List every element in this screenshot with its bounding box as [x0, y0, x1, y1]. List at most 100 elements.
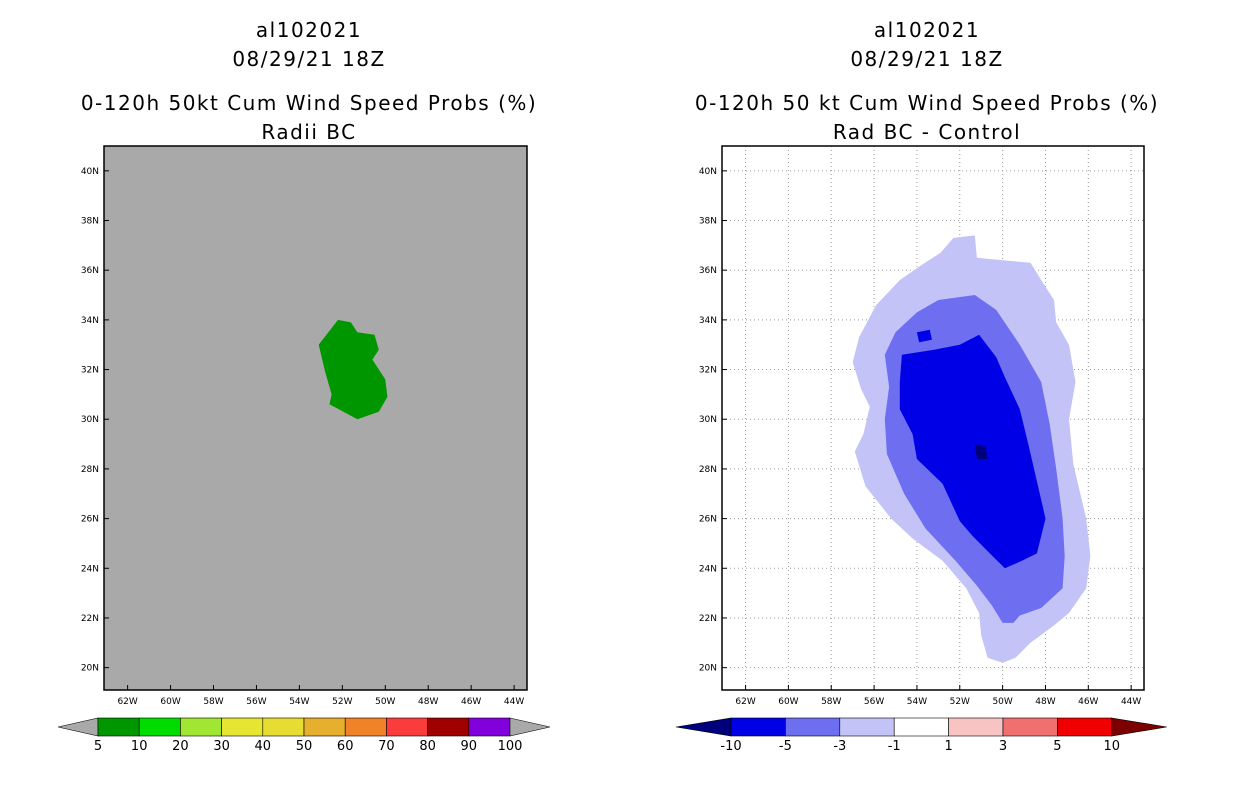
colorbar-swatch — [303, 717, 346, 737]
colorbar-swatch — [180, 717, 222, 737]
left-panel-title-block: al102021 08/29/21 18Z 0-120h 50kt Cum Wi… — [0, 16, 618, 147]
x-tick-label: 62W — [735, 697, 755, 707]
y-tick-label: 40N — [81, 167, 99, 177]
y-tick-label: 34N — [81, 316, 99, 326]
left-plot-frame — [103, 145, 528, 691]
x-tick-label: 58W — [821, 697, 841, 707]
colorbar-label: -5 — [779, 739, 792, 754]
colorbar-label: 5 — [1053, 739, 1061, 754]
contour-region — [318, 319, 388, 420]
colorbar-label: 1 — [944, 739, 952, 754]
x-tick-label: 56W — [246, 697, 266, 707]
x-tick-label: 62W — [117, 697, 137, 707]
left-colorbar: 5 10 20 30 40 50 60 70 80 90 100 — [57, 717, 551, 754]
colorbar-swatch — [427, 717, 470, 737]
right-panel-title-block: al102021 08/29/21 18Z 0-120h 50 kt Cum W… — [618, 16, 1236, 147]
colorbar-label: 60 — [337, 739, 354, 754]
colorbar-over-arrow — [509, 717, 551, 737]
contour-region — [899, 334, 1046, 569]
colorbar-swatch — [344, 717, 387, 737]
colorbar-swatch — [221, 717, 264, 737]
y-tick-label: 22N — [699, 614, 717, 624]
left-contours — [318, 319, 388, 420]
y-tick-label: 32N — [699, 366, 717, 376]
x-tick-label: 46W — [461, 697, 481, 707]
right-chart-subtitle: Rad BC - Control — [832, 120, 1022, 144]
x-tick-label: 46W — [1078, 697, 1098, 707]
colorbar-under-arrow — [57, 717, 99, 737]
colorbar-label: -10 — [720, 739, 741, 754]
colorbar-swatch — [97, 717, 140, 737]
right-chart: 62W 60W 58W 56W 54W 52W 50W 48W 46W 44W 40N 38N 36N 3… — [675, 145, 1167, 754]
colorbar-label: 70 — [378, 739, 395, 754]
y-tick-label: 28N — [699, 465, 717, 475]
x-tick-label: 54W — [907, 697, 927, 707]
colorbar-label: 10 — [1104, 739, 1121, 754]
contour-region — [974, 444, 988, 459]
left-chart-subtitle: Radii BC — [261, 120, 357, 144]
right-plot-frame — [721, 145, 1145, 691]
y-tick-label: 20N — [699, 664, 717, 674]
colorbar-label: 90 — [461, 739, 478, 754]
colorbar-label: 50 — [296, 739, 313, 754]
left-chart-title: 0-120h 50kt Cum Wind Speed Probs (%) — [80, 91, 538, 115]
right-storm-id: al102021 — [873, 18, 981, 42]
y-tick-label: 26N — [81, 515, 99, 525]
x-tick-label: 52W — [332, 697, 352, 707]
y-tick-label: 34N — [699, 316, 717, 326]
y-tick-label: 28N — [81, 465, 99, 475]
colorbar-swatch — [893, 717, 949, 737]
colorbar-swatch — [138, 717, 181, 737]
left-datetime: 08/29/21 18Z — [232, 47, 386, 71]
right-colorbar: -10 -5 -3 -1 1 3 5 10 — [675, 717, 1167, 754]
y-tick-label: 30N — [81, 415, 99, 425]
x-tick-label: 56W — [864, 697, 884, 707]
colorbar-label: 80 — [419, 739, 436, 754]
y-tick-label: 26N — [699, 515, 717, 525]
colorbar-swatch — [1057, 717, 1113, 737]
colorbar-label: -1 — [888, 739, 901, 754]
y-tick-label: 24N — [699, 564, 717, 574]
y-tick-label: 20N — [81, 664, 99, 674]
colorbar-under-arrow — [675, 717, 732, 737]
left-storm-id: al102021 — [255, 18, 363, 42]
y-tick-label: 24N — [81, 564, 99, 574]
colorbar-label: 30 — [213, 739, 230, 754]
colorbar-swatch — [262, 717, 305, 737]
colorbar-label: 10 — [131, 739, 148, 754]
y-tick-label: 22N — [81, 614, 99, 624]
x-tick-label: 48W — [1035, 697, 1055, 707]
colorbar-label: 100 — [498, 739, 523, 754]
x-tick-label: 60W — [160, 697, 180, 707]
x-tick-label: 58W — [203, 697, 223, 707]
y-tick-label: 38N — [81, 217, 99, 227]
y-tick-label: 32N — [81, 366, 99, 376]
left-chart: 62W 60W 58W 56W 54W 52W 50W 48W 46W 44W 40N 38N 36N 3… — [57, 145, 551, 754]
y-tick-label: 38N — [699, 217, 717, 227]
colorbar-swatch — [730, 717, 786, 737]
left-plot-background — [104, 146, 527, 690]
colorbar-swatch — [1002, 717, 1058, 737]
colorbar-swatch — [468, 717, 511, 737]
colorbar-swatch — [948, 717, 1004, 737]
colorbar-swatch — [785, 717, 841, 737]
colorbar-swatch — [386, 717, 428, 737]
x-tick-label: 52W — [950, 697, 970, 707]
colorbar-swatch — [839, 717, 895, 737]
y-tick-label: 30N — [699, 415, 717, 425]
right-contours — [852, 235, 1091, 663]
right-datetime: 08/29/21 18Z — [850, 47, 1004, 71]
x-tick-label: 44W — [1121, 697, 1141, 707]
y-tick-label: 36N — [81, 266, 99, 276]
y-tick-label: 40N — [699, 167, 717, 177]
x-tick-label: 54W — [289, 697, 309, 707]
contour-region — [916, 329, 932, 343]
x-tick-label: 60W — [778, 697, 798, 707]
right-chart-title: 0-120h 50 kt Cum Wind Speed Probs (%) — [694, 91, 1160, 115]
colorbar-label: 40 — [255, 739, 272, 754]
colorbar-label: -3 — [833, 739, 846, 754]
colorbar-label: 20 — [172, 739, 189, 754]
x-tick-label: 44W — [504, 697, 524, 707]
colorbar-over-arrow — [1111, 717, 1167, 737]
